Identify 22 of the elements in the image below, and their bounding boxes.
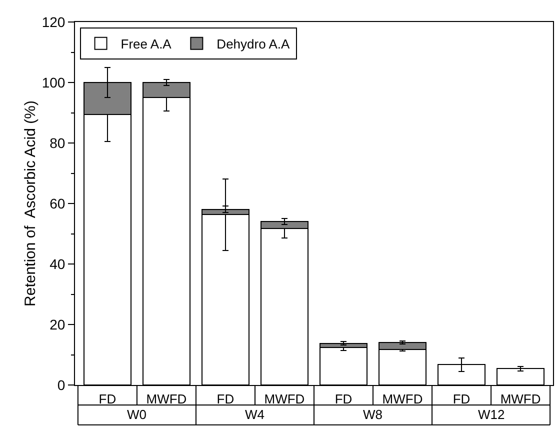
x-tick-label: MWFD [500,392,541,407]
text: W0 [127,407,146,422]
y-tick-label: 120 [42,14,66,30]
x-tick-label: FD [98,392,116,407]
text: W8 [363,407,382,422]
legend-label: Dehydro A.A [216,36,290,52]
x-tick-label: FD [452,392,470,407]
text: W12 [478,407,505,422]
y-axis-title: Retention of Ascorbic Acid (%) [22,100,39,306]
y-tick-label: 80 [50,134,66,151]
text: W4 [245,407,264,422]
x-tick-label: FD [334,392,352,407]
y-tick-label: 40 [50,256,66,272]
legend-label: Free A.A [120,36,172,52]
y-tick-label: 100 [42,74,66,90]
x-tick-label: MWFD [382,392,423,407]
x-tick-label: FD [216,392,234,407]
y-tick-label: 0 [57,376,66,393]
y-tick-label: 20 [50,316,66,332]
x-tick-label: MWFD [146,392,187,407]
x-tick-label: MWFD [264,392,305,407]
y-tick-label: 60 [50,195,66,212]
